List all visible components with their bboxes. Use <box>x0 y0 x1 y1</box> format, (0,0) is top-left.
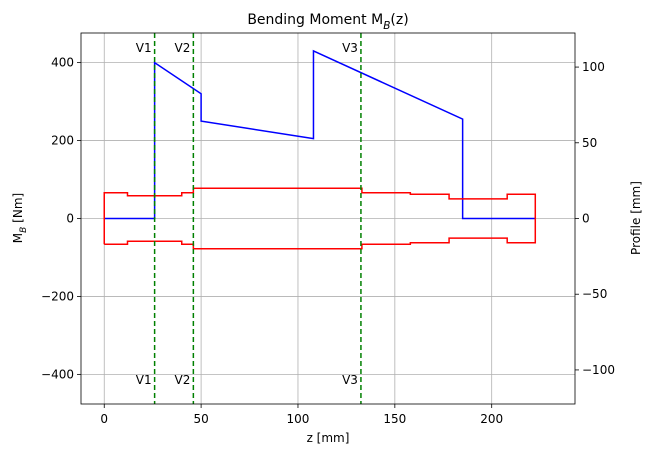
y2-tick-label: 50 <box>582 135 597 149</box>
vline-label: V1 <box>136 41 152 55</box>
vline-label: V1 <box>136 373 152 387</box>
vline-label: V2 <box>175 373 191 387</box>
y2-tick-label: 0 <box>582 211 590 225</box>
x-axis-label: z [mm] <box>307 431 350 445</box>
vline-label: V3 <box>342 373 358 387</box>
y-tick-label: −200 <box>41 289 74 303</box>
x-tick-label: 0 <box>100 412 108 426</box>
y2-tick-label: −100 <box>582 362 615 376</box>
y2-tick-label: −50 <box>582 287 607 301</box>
y-tick-label: 400 <box>51 55 74 69</box>
x-tick-label: 100 <box>287 412 310 426</box>
y-tick-label: −400 <box>41 367 74 381</box>
x-tick-label: 200 <box>480 412 503 426</box>
y2-axis-label: Profile [mm] <box>629 181 643 255</box>
vline-label: V2 <box>175 41 191 55</box>
x-tick-label: 150 <box>383 412 406 426</box>
chart-title: Bending Moment MB(z) <box>247 12 408 32</box>
vline-label: V3 <box>342 41 358 55</box>
y2-tick-label: 100 <box>582 60 605 74</box>
plot-frame <box>80 32 576 405</box>
x-tick-label: 50 <box>193 412 208 426</box>
y-axis-label: MB [Nm] <box>11 193 29 243</box>
series-line <box>104 49 536 220</box>
y-tick-label: 0 <box>66 211 74 225</box>
y-tick-label: 200 <box>51 133 74 147</box>
